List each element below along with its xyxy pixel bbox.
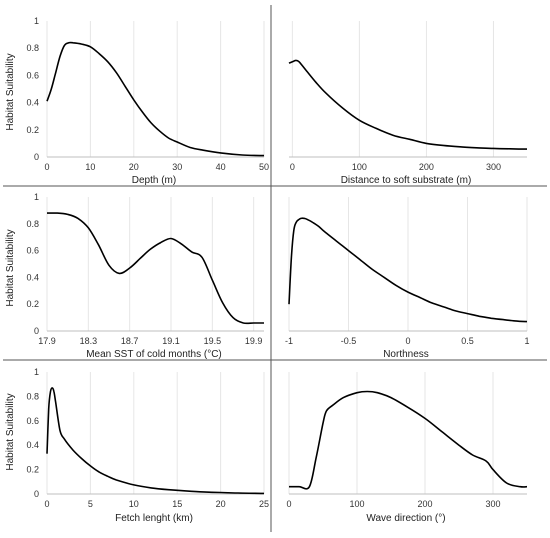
chart-panel-1: 0 10 20 30 40 50 0 0.2 0.4 0.6 0.8 1 Depth (m) Habita… — [5, 16, 269, 186]
y-tick-label: 0.4 — [26, 272, 39, 282]
chart-panel-6: 0 100 200 300 Wave direction (°) — [286, 372, 528, 524]
x-tick-label: 0 — [286, 499, 291, 509]
y-axis-title: Habitat Suitability — [5, 53, 16, 130]
x-tick-label: 19.1 — [162, 336, 180, 346]
x-tick-label: 100 — [349, 499, 364, 509]
x-tick-label: 19.9 — [245, 336, 263, 346]
y-tick-label: 0.6 — [26, 246, 39, 256]
chart-panel-2: 0 100 200 300 Distance to soft substrate (m) — [288, 21, 528, 186]
suitability-curve — [46, 41, 265, 157]
x-tick-label: 10 — [129, 499, 139, 509]
x-tick-label: 300 — [485, 499, 500, 509]
x-axis-title: Mean SST of cold months (°C) — [86, 349, 222, 360]
y-tick-label: 0.6 — [26, 416, 39, 426]
x-axis-title: Fetch lenght (km) — [115, 513, 193, 524]
x-tick-label: 15 — [172, 499, 182, 509]
y-tick-label: 0.6 — [26, 70, 39, 80]
x-tick-label: 30 — [172, 162, 182, 172]
y-tick-label: 0 — [34, 152, 39, 162]
suitability-curve — [288, 59, 528, 150]
y-tick-label: 0.4 — [26, 440, 39, 450]
x-tick-label: 40 — [216, 162, 226, 172]
x-tick-label: 20 — [129, 162, 139, 172]
x-tick-label: 0 — [44, 162, 49, 172]
y-tick-label: 1 — [34, 367, 39, 377]
x-axis-title: Wave direction (°) — [366, 513, 445, 524]
x-tick-label: 25 — [259, 499, 269, 509]
chart-panel-4: -1 -0.5 0 0.5 1 Northness — [285, 197, 530, 360]
y-tick-label: 0 — [34, 326, 39, 336]
x-tick-label: -0.5 — [341, 336, 357, 346]
x-tick-label: 19.5 — [204, 336, 222, 346]
x-tick-label: 18.7 — [121, 336, 139, 346]
chart-panel-5: 0 5 10 15 20 25 0 0.2 0.4 0.6 0.8 1 Fetch lenght (km… — [5, 367, 269, 524]
x-tick-label: 0.5 — [461, 336, 474, 346]
x-tick-label: 1 — [524, 336, 529, 346]
x-tick-label: 300 — [486, 162, 501, 172]
y-tick-label: 0 — [34, 489, 39, 499]
suitability-curve — [288, 217, 528, 323]
suitability-curve — [46, 212, 264, 325]
y-tick-label: 0.8 — [26, 219, 39, 229]
y-tick-label: 0.2 — [26, 125, 39, 135]
x-tick-label: 20 — [216, 499, 226, 509]
x-tick-label: 200 — [417, 499, 432, 509]
x-tick-label: 0 — [405, 336, 410, 346]
x-tick-label: 18.3 — [80, 336, 98, 346]
x-tick-label: 17.9 — [38, 336, 56, 346]
x-tick-label: 5 — [88, 499, 93, 509]
x-tick-label: 50 — [259, 162, 269, 172]
x-axis-title: Northness — [383, 349, 429, 360]
suitability-curve — [46, 387, 265, 495]
x-tick-label: 100 — [352, 162, 367, 172]
x-tick-label: 200 — [419, 162, 434, 172]
y-tick-label: 0.8 — [26, 391, 39, 401]
y-tick-label: 0.2 — [26, 465, 39, 475]
y-axis-title: Habitat Suitability — [5, 229, 16, 306]
suitability-curve — [288, 390, 528, 490]
x-axis-title: Depth (m) — [132, 175, 176, 186]
x-tick-label: 0 — [44, 499, 49, 509]
x-axis-title: Distance to soft substrate (m) — [341, 175, 472, 186]
y-tick-label: 0.4 — [26, 98, 39, 108]
y-tick-label: 0.2 — [26, 299, 39, 309]
y-axis-title: Habitat Suitability — [5, 393, 16, 470]
x-tick-label: 10 — [85, 162, 95, 172]
y-tick-label: 1 — [34, 192, 39, 202]
x-tick-label: -1 — [285, 336, 293, 346]
chart-panel-3: 17.9 18.3 18.7 19.1 19.5 19.9 0 0.2 0.4 0.6 0.8 1 Me… — [5, 192, 264, 360]
y-tick-label: 0.8 — [26, 43, 39, 53]
x-tick-label: 0 — [290, 162, 295, 172]
y-tick-label: 1 — [34, 16, 39, 26]
